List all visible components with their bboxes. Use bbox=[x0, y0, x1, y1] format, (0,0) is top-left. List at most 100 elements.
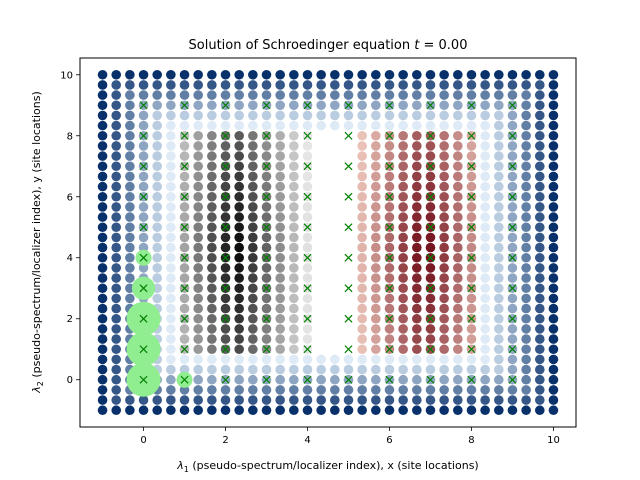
pseudo-spectrum-point bbox=[534, 171, 545, 182]
pseudo-spectrum-point bbox=[412, 181, 422, 192]
site-marker bbox=[426, 223, 435, 232]
pseudo-spectrum-point bbox=[248, 313, 258, 324]
pseudo-spectrum-point bbox=[371, 161, 381, 172]
pseudo-spectrum-point bbox=[316, 385, 326, 395]
pseudo-spectrum-point bbox=[494, 273, 504, 283]
pseudo-spectrum-point bbox=[398, 171, 408, 182]
pseudo-spectrum-point bbox=[152, 232, 162, 243]
pseudo-spectrum-point bbox=[302, 110, 313, 121]
pseudo-spectrum-point bbox=[193, 120, 203, 131]
pseudo-spectrum-point bbox=[412, 405, 422, 416]
pseudo-spectrum-point bbox=[97, 181, 108, 192]
pseudo-spectrum-point bbox=[234, 324, 244, 334]
site-marker bbox=[303, 223, 312, 232]
pseudo-spectrum-point bbox=[548, 191, 559, 202]
site-marker bbox=[508, 162, 517, 171]
pseudo-spectrum-point bbox=[330, 374, 340, 385]
pseudo-spectrum-point bbox=[398, 151, 408, 161]
pseudo-spectrum-point bbox=[152, 202, 162, 212]
pseudo-spectrum-point bbox=[494, 344, 504, 355]
pseudo-spectrum-point bbox=[220, 242, 231, 253]
pseudo-spectrum-point bbox=[138, 141, 149, 151]
pseudo-spectrum-point bbox=[207, 171, 217, 182]
pseudo-spectrum-point bbox=[166, 252, 176, 263]
pseudo-spectrum-point bbox=[548, 130, 559, 141]
pseudo-spectrum-point bbox=[507, 171, 518, 182]
pseudo-spectrum-point bbox=[412, 69, 422, 80]
pseudo-spectrum-point bbox=[97, 385, 108, 395]
pseudo-spectrum-point bbox=[466, 171, 477, 182]
pseudo-spectrum-point bbox=[138, 232, 149, 243]
pseudo-spectrum-point bbox=[384, 151, 395, 161]
pseudo-spectrum-point bbox=[207, 90, 217, 100]
pseudo-spectrum-point bbox=[179, 303, 190, 314]
pseudo-spectrum-point bbox=[534, 130, 545, 141]
pseudo-spectrum-point bbox=[412, 212, 422, 222]
pseudo-spectrum-point bbox=[343, 354, 354, 365]
pseudo-spectrum-point bbox=[275, 202, 285, 212]
pseudo-spectrum-point bbox=[398, 273, 408, 283]
y-tick-label: 10 bbox=[60, 70, 73, 81]
pseudo-spectrum-point bbox=[207, 141, 217, 151]
pseudo-spectrum-point bbox=[412, 252, 422, 263]
pseudo-spectrum-point bbox=[166, 374, 176, 385]
pseudo-spectrum-point bbox=[330, 395, 340, 405]
pseudo-spectrum-point bbox=[125, 252, 135, 263]
pseudo-spectrum-point bbox=[371, 395, 381, 405]
pseudo-spectrum-point bbox=[384, 232, 395, 243]
pseudo-spectrum-point bbox=[453, 242, 463, 253]
pseudo-spectrum-point bbox=[371, 313, 381, 324]
pseudo-spectrum-point bbox=[439, 344, 449, 355]
pseudo-spectrum-point bbox=[275, 303, 285, 314]
pseudo-spectrum-point bbox=[507, 354, 518, 365]
pseudo-spectrum-point bbox=[548, 313, 559, 324]
pseudo-spectrum-point bbox=[302, 385, 313, 395]
pseudo-spectrum-point bbox=[152, 212, 162, 222]
pseudo-spectrum-point bbox=[289, 303, 299, 314]
pseudo-spectrum-point bbox=[166, 344, 176, 355]
pseudo-spectrum-point bbox=[494, 171, 504, 182]
pseudo-spectrum-point bbox=[234, 130, 244, 141]
site-marker bbox=[262, 253, 271, 262]
pseudo-spectrum-point bbox=[398, 161, 408, 172]
pseudo-spectrum-point bbox=[248, 181, 258, 192]
pseudo-spectrum-point bbox=[234, 405, 244, 416]
pseudo-spectrum-point bbox=[357, 171, 367, 182]
pseudo-spectrum-point bbox=[357, 405, 367, 416]
pseudo-spectrum-point bbox=[480, 110, 490, 121]
pseudo-spectrum-point bbox=[261, 395, 272, 405]
pseudo-spectrum-point bbox=[453, 222, 463, 233]
pseudo-spectrum-point bbox=[97, 252, 108, 263]
pseudo-spectrum-point bbox=[289, 212, 299, 222]
pseudo-spectrum-point bbox=[220, 263, 231, 273]
pseudo-spectrum-point bbox=[412, 110, 422, 121]
pseudo-spectrum-point bbox=[125, 293, 135, 304]
pseudo-spectrum-point bbox=[412, 130, 422, 141]
pseudo-spectrum-point bbox=[384, 293, 395, 304]
pseudo-spectrum-point bbox=[425, 80, 436, 90]
pseudo-spectrum-point bbox=[111, 313, 122, 324]
site-marker bbox=[221, 345, 230, 354]
pseudo-spectrum-point bbox=[111, 202, 122, 212]
pseudo-spectrum-point bbox=[234, 151, 244, 161]
y-tick-label: 8 bbox=[67, 131, 73, 142]
pseudo-spectrum-point bbox=[193, 263, 203, 273]
pseudo-spectrum-point bbox=[357, 222, 367, 233]
pseudo-spectrum-point bbox=[275, 212, 285, 222]
pseudo-spectrum-point bbox=[275, 385, 285, 395]
pseudo-spectrum-point bbox=[248, 171, 258, 182]
pseudo-spectrum-point bbox=[371, 364, 381, 375]
pseudo-spectrum-point bbox=[466, 110, 477, 121]
pseudo-spectrum-point bbox=[275, 171, 285, 182]
pseudo-spectrum-point bbox=[398, 344, 408, 355]
pseudo-spectrum-point bbox=[248, 80, 258, 90]
pseudo-spectrum-point bbox=[521, 273, 531, 283]
pseudo-spectrum-point bbox=[152, 405, 162, 416]
site-marker bbox=[426, 375, 435, 384]
pseudo-spectrum-point bbox=[521, 263, 531, 273]
pseudo-spectrum-point bbox=[193, 344, 203, 355]
pseudo-spectrum-point bbox=[412, 80, 422, 90]
pseudo-spectrum-point bbox=[534, 252, 545, 263]
pseudo-spectrum-point bbox=[466, 141, 477, 151]
pseudo-spectrum-point bbox=[289, 242, 299, 253]
